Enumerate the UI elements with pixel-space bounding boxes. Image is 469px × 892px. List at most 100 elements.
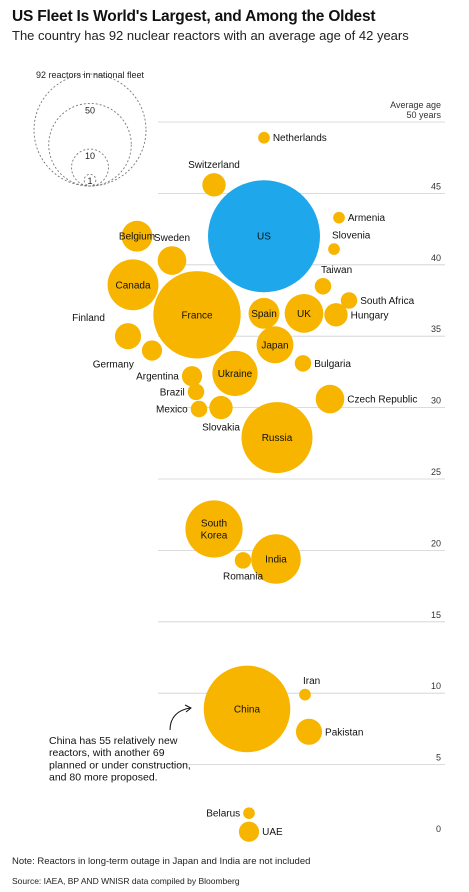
source-note: Source: IAEA, BP AND WNISR data compiled… — [12, 876, 240, 886]
bubble-labels: Netherlands Switzerland US Armenia Slovenia B… — [72, 133, 417, 838]
label-uk: UK — [297, 309, 311, 320]
label-armenia: Armenia — [348, 213, 386, 224]
annotation-arrow — [169, 707, 191, 731]
label-south-africa: South Africa — [360, 296, 414, 307]
label-spain: Spain — [251, 309, 277, 320]
bubble-south-africa — [340, 292, 358, 309]
label-japan: Japan — [261, 340, 288, 351]
label-belgium: Belgium — [119, 232, 155, 243]
bubble-ukraine — [212, 350, 258, 396]
label-slovenia: Slovenia — [332, 230, 371, 241]
label-russia: Russia — [262, 433, 293, 444]
tick-label-10: 10 — [431, 681, 441, 691]
chart-subtitle: The country has 92 nuclear reactors with… — [12, 28, 409, 43]
annotation-line-2: reactors, with another 69 — [49, 747, 165, 759]
tick-label-40: 40 — [431, 253, 441, 263]
label-us: US — [257, 232, 271, 243]
label-slovakia: Slovakia — [202, 422, 240, 433]
bubble-slovakia — [209, 395, 233, 420]
bubble-iran — [299, 688, 311, 701]
tick-label-0: 0 — [436, 824, 441, 834]
bubble-brazil — [187, 383, 205, 401]
label-india: India — [265, 554, 287, 565]
label-uae: UAE — [262, 827, 283, 838]
label-belarus: Belarus — [206, 809, 240, 820]
annotation-line-1: China has 55 relatively new — [49, 735, 178, 747]
bubble-us — [208, 180, 320, 293]
label-bulgaria: Bulgaria — [314, 359, 351, 370]
bubble-hungary — [324, 303, 348, 327]
bubble-sweden — [157, 246, 187, 275]
bubble-russia — [241, 402, 313, 474]
label-ukraine: Ukraine — [218, 369, 253, 380]
bubble-mexico — [190, 400, 208, 418]
bubble-china — [203, 665, 291, 753]
label-germany: Germany — [93, 360, 134, 371]
label-switzerland: Switzerland — [188, 160, 240, 171]
bubble-argentina — [181, 366, 203, 387]
footnote: Note: Reactors in long-term outage in Ja… — [12, 856, 311, 867]
bubble-uae — [238, 821, 260, 842]
bubble-switzerland — [202, 173, 226, 197]
bubble-belgium — [121, 220, 153, 252]
legend-circle-92 — [33, 73, 147, 187]
label-canada: Canada — [115, 280, 150, 291]
tick-label-25: 25 — [431, 467, 441, 477]
label-czech-republic: Czech Republic — [347, 395, 417, 406]
bubble-taiwan — [314, 277, 332, 295]
label-finland: Finland — [72, 313, 105, 324]
bubbles — [107, 131, 358, 842]
bubble-japan — [256, 326, 294, 364]
annotation-line-4: and 80 more proposed. — [49, 772, 158, 784]
tick-label-45: 45 — [431, 181, 441, 191]
label-china: China — [234, 704, 261, 715]
legend-label-1: 1 — [87, 176, 92, 186]
bubble-pakistan — [295, 718, 323, 745]
bubble-czech-republic — [315, 384, 345, 414]
annotation-line-3: planned or under construction, — [49, 759, 191, 771]
bubble-france — [153, 271, 241, 359]
bubble-slovenia — [328, 243, 340, 255]
bubble-germany — [141, 340, 163, 361]
annotation-arrowhead — [184, 704, 192, 713]
label-romania: Romania — [223, 572, 263, 583]
chart-title: US Fleet Is World's Largest, and Among t… — [12, 8, 376, 25]
label-taiwan: Taiwan — [321, 265, 352, 276]
label-mexico: Mexico — [156, 405, 188, 416]
label-netherlands: Netherlands — [273, 133, 327, 144]
size-legend: 92 reactors in national fleet 50 10 1 — [33, 70, 147, 187]
label-hungary: Hungary — [351, 310, 389, 321]
legend-circle-50 — [48, 102, 132, 187]
label-france: France — [181, 310, 213, 321]
bubble-belarus — [243, 807, 255, 819]
y-axis-title: Average age — [390, 100, 441, 110]
bubble-finland — [114, 323, 142, 350]
label-south-korea: South Korea — [201, 518, 228, 541]
bubble-south-korea — [185, 500, 243, 558]
label-argentina: Argentina — [136, 372, 179, 383]
legend-title: 92 reactors in national fleet — [36, 70, 145, 80]
legend-label-50: 50 — [85, 105, 95, 115]
bubble-armenia — [333, 211, 345, 224]
tick-label-20: 20 — [431, 538, 441, 548]
tick-label-15: 15 — [431, 610, 441, 620]
legend-circle-1 — [83, 173, 97, 187]
bubble-spain — [248, 297, 280, 329]
bubble-romania — [234, 552, 252, 569]
label-brazil: Brazil — [160, 387, 185, 398]
tick-label-30: 30 — [431, 396, 441, 406]
bubble-netherlands — [258, 131, 270, 144]
bubble-uk — [284, 293, 324, 333]
tick-label-5: 5 — [436, 753, 441, 763]
bubble-canada — [107, 259, 159, 311]
label-iran: Iran — [303, 676, 320, 687]
label-pakistan: Pakistan — [325, 727, 363, 738]
tick-label-50: 50 years — [406, 110, 441, 120]
tick-label-35: 35 — [431, 324, 441, 334]
bubble-bulgaria — [294, 355, 312, 372]
bubble-india — [251, 534, 301, 584]
legend-label-10: 10 — [85, 151, 95, 161]
